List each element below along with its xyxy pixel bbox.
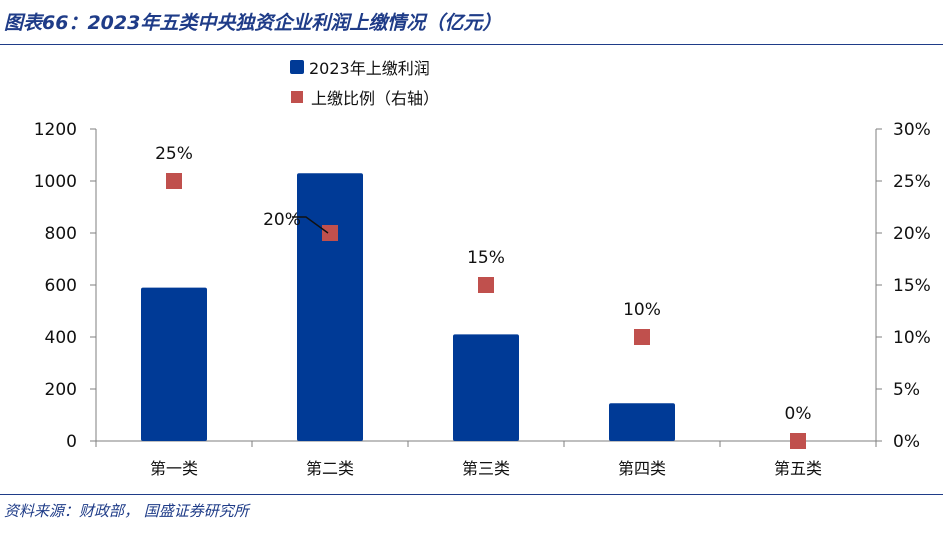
ratio-data-label: 15% bbox=[467, 248, 505, 268]
y-tick-label-left: 800 bbox=[45, 224, 77, 244]
legend-point-swatch bbox=[291, 91, 303, 103]
y-tick-label-left: 400 bbox=[45, 328, 77, 348]
ratio-point bbox=[634, 329, 650, 345]
y-tick-label-right: 0% bbox=[893, 432, 920, 452]
y-tick-label-left: 0 bbox=[66, 432, 77, 452]
ratio-point bbox=[478, 277, 494, 293]
x-tick-label: 第三类 bbox=[462, 459, 510, 478]
bar bbox=[297, 173, 363, 441]
bar bbox=[141, 287, 207, 441]
legend-entry-bar: 2023年上缴利润 bbox=[290, 52, 439, 82]
bar bbox=[609, 403, 675, 441]
x-tick-label: 第二类 bbox=[306, 459, 354, 478]
ratio-data-label: 20% bbox=[263, 210, 301, 230]
ratio-data-label: 10% bbox=[623, 300, 661, 320]
ratio-point bbox=[322, 225, 338, 241]
legend-entry-point: 上缴比例（右轴） bbox=[290, 82, 439, 112]
ratio-point bbox=[790, 433, 806, 449]
bar bbox=[453, 334, 519, 441]
legend-point-label: 上缴比例（右轴） bbox=[311, 89, 440, 108]
chart-title: 图表66：2023年五类中央独资企业利润上缴情况（亿元） bbox=[4, 12, 502, 34]
ratio-data-label: 25% bbox=[155, 144, 193, 164]
source-note: 资料来源：财政部， 国盛证券研究所 bbox=[4, 502, 249, 520]
x-tick-label: 第一类 bbox=[150, 459, 198, 478]
chart-legend: 2023年上缴利润 上缴比例（右轴） bbox=[290, 52, 439, 112]
y-tick-label-right: 5% bbox=[893, 380, 920, 400]
ratio-data-label: 0% bbox=[785, 404, 812, 424]
y-tick-label-left: 200 bbox=[45, 380, 77, 400]
legend-bar-label: 2023年上缴利润 bbox=[309, 59, 430, 78]
y-tick-label-right: 25% bbox=[893, 172, 931, 192]
footer-divider bbox=[0, 494, 943, 495]
y-tick-label-right: 10% bbox=[893, 328, 931, 348]
x-tick-label: 第五类 bbox=[774, 459, 822, 478]
y-tick-label-left: 1000 bbox=[34, 172, 77, 192]
ratio-point bbox=[166, 173, 182, 189]
header-divider bbox=[0, 44, 943, 45]
y-tick-label-right: 30% bbox=[893, 120, 931, 140]
y-tick-label-right: 15% bbox=[893, 276, 931, 296]
x-tick-label: 第四类 bbox=[618, 459, 666, 478]
legend-bar-swatch bbox=[290, 60, 304, 74]
y-tick-label-left: 1200 bbox=[34, 120, 77, 140]
data-label-leader-line bbox=[292, 216, 329, 234]
y-tick-label-right: 20% bbox=[893, 224, 931, 244]
y-tick-label-left: 600 bbox=[45, 276, 77, 296]
